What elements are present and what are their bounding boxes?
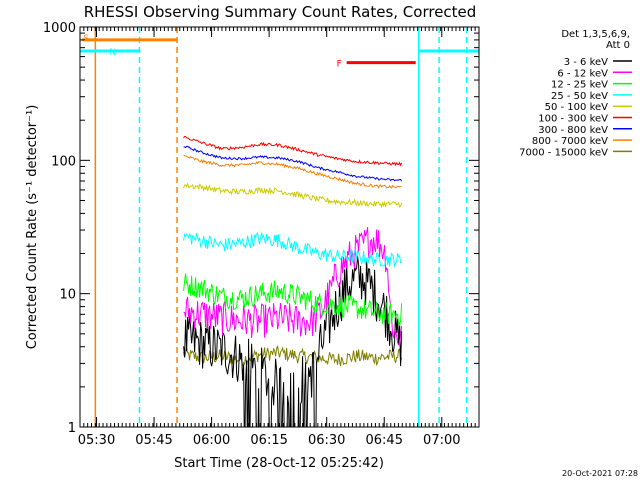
flag-label: N (109, 48, 116, 58)
series-line (183, 183, 403, 209)
series-line (183, 345, 403, 367)
x-axis-label: Start Time (28-Oct-12 05:25:42) (174, 456, 384, 471)
flag-label: S (83, 34, 89, 44)
legend-label: 3 - 6 keV (564, 57, 608, 68)
series-line (183, 231, 402, 267)
series-line (183, 154, 402, 189)
series-line (183, 145, 403, 182)
footer-timestamp: 20-Oct-2021 07:28 (562, 469, 638, 478)
legend-header: Det 1,3,5,6,9, (561, 29, 630, 40)
legend-label: 100 - 300 keV (538, 114, 608, 125)
x-tick-label: 05:30 (78, 433, 115, 448)
x-tick-label: 07:00 (423, 433, 460, 448)
x-tick-label: 05:45 (135, 433, 172, 448)
legend-label: 800 - 7000 keV (532, 136, 608, 147)
series-line (183, 135, 403, 167)
legend-label: 12 - 25 keV (551, 80, 608, 91)
y-axis-label: Corrected Count Rate (s⁻¹ detector⁻¹) (25, 105, 40, 350)
series-line (183, 256, 403, 427)
x-tick-label: 06:30 (308, 433, 345, 448)
legend-header: Att 0 (606, 40, 630, 51)
series-line (183, 273, 403, 327)
x-tick-label: 06:45 (366, 433, 403, 448)
flag-label: F (337, 60, 342, 70)
legend-label: 300 - 800 keV (538, 125, 608, 136)
y-tick-label: 10 (59, 288, 76, 303)
x-tick-label: 06:00 (193, 433, 230, 448)
legend-label: 50 - 100 keV (545, 102, 609, 113)
legend-label: 25 - 50 keV (551, 91, 608, 102)
x-tick-label: 06:15 (250, 433, 287, 448)
series-line (183, 227, 403, 346)
legend-label: 7000 - 15000 keV (519, 147, 608, 158)
y-tick-label: 1000 (43, 21, 76, 36)
y-tick-label: 1 (68, 421, 76, 436)
chart-title: RHESSI Observing Summary Count Rates, Co… (84, 3, 477, 21)
legend-label: 6 - 12 keV (557, 68, 608, 79)
y-tick-label: 100 (51, 154, 76, 169)
